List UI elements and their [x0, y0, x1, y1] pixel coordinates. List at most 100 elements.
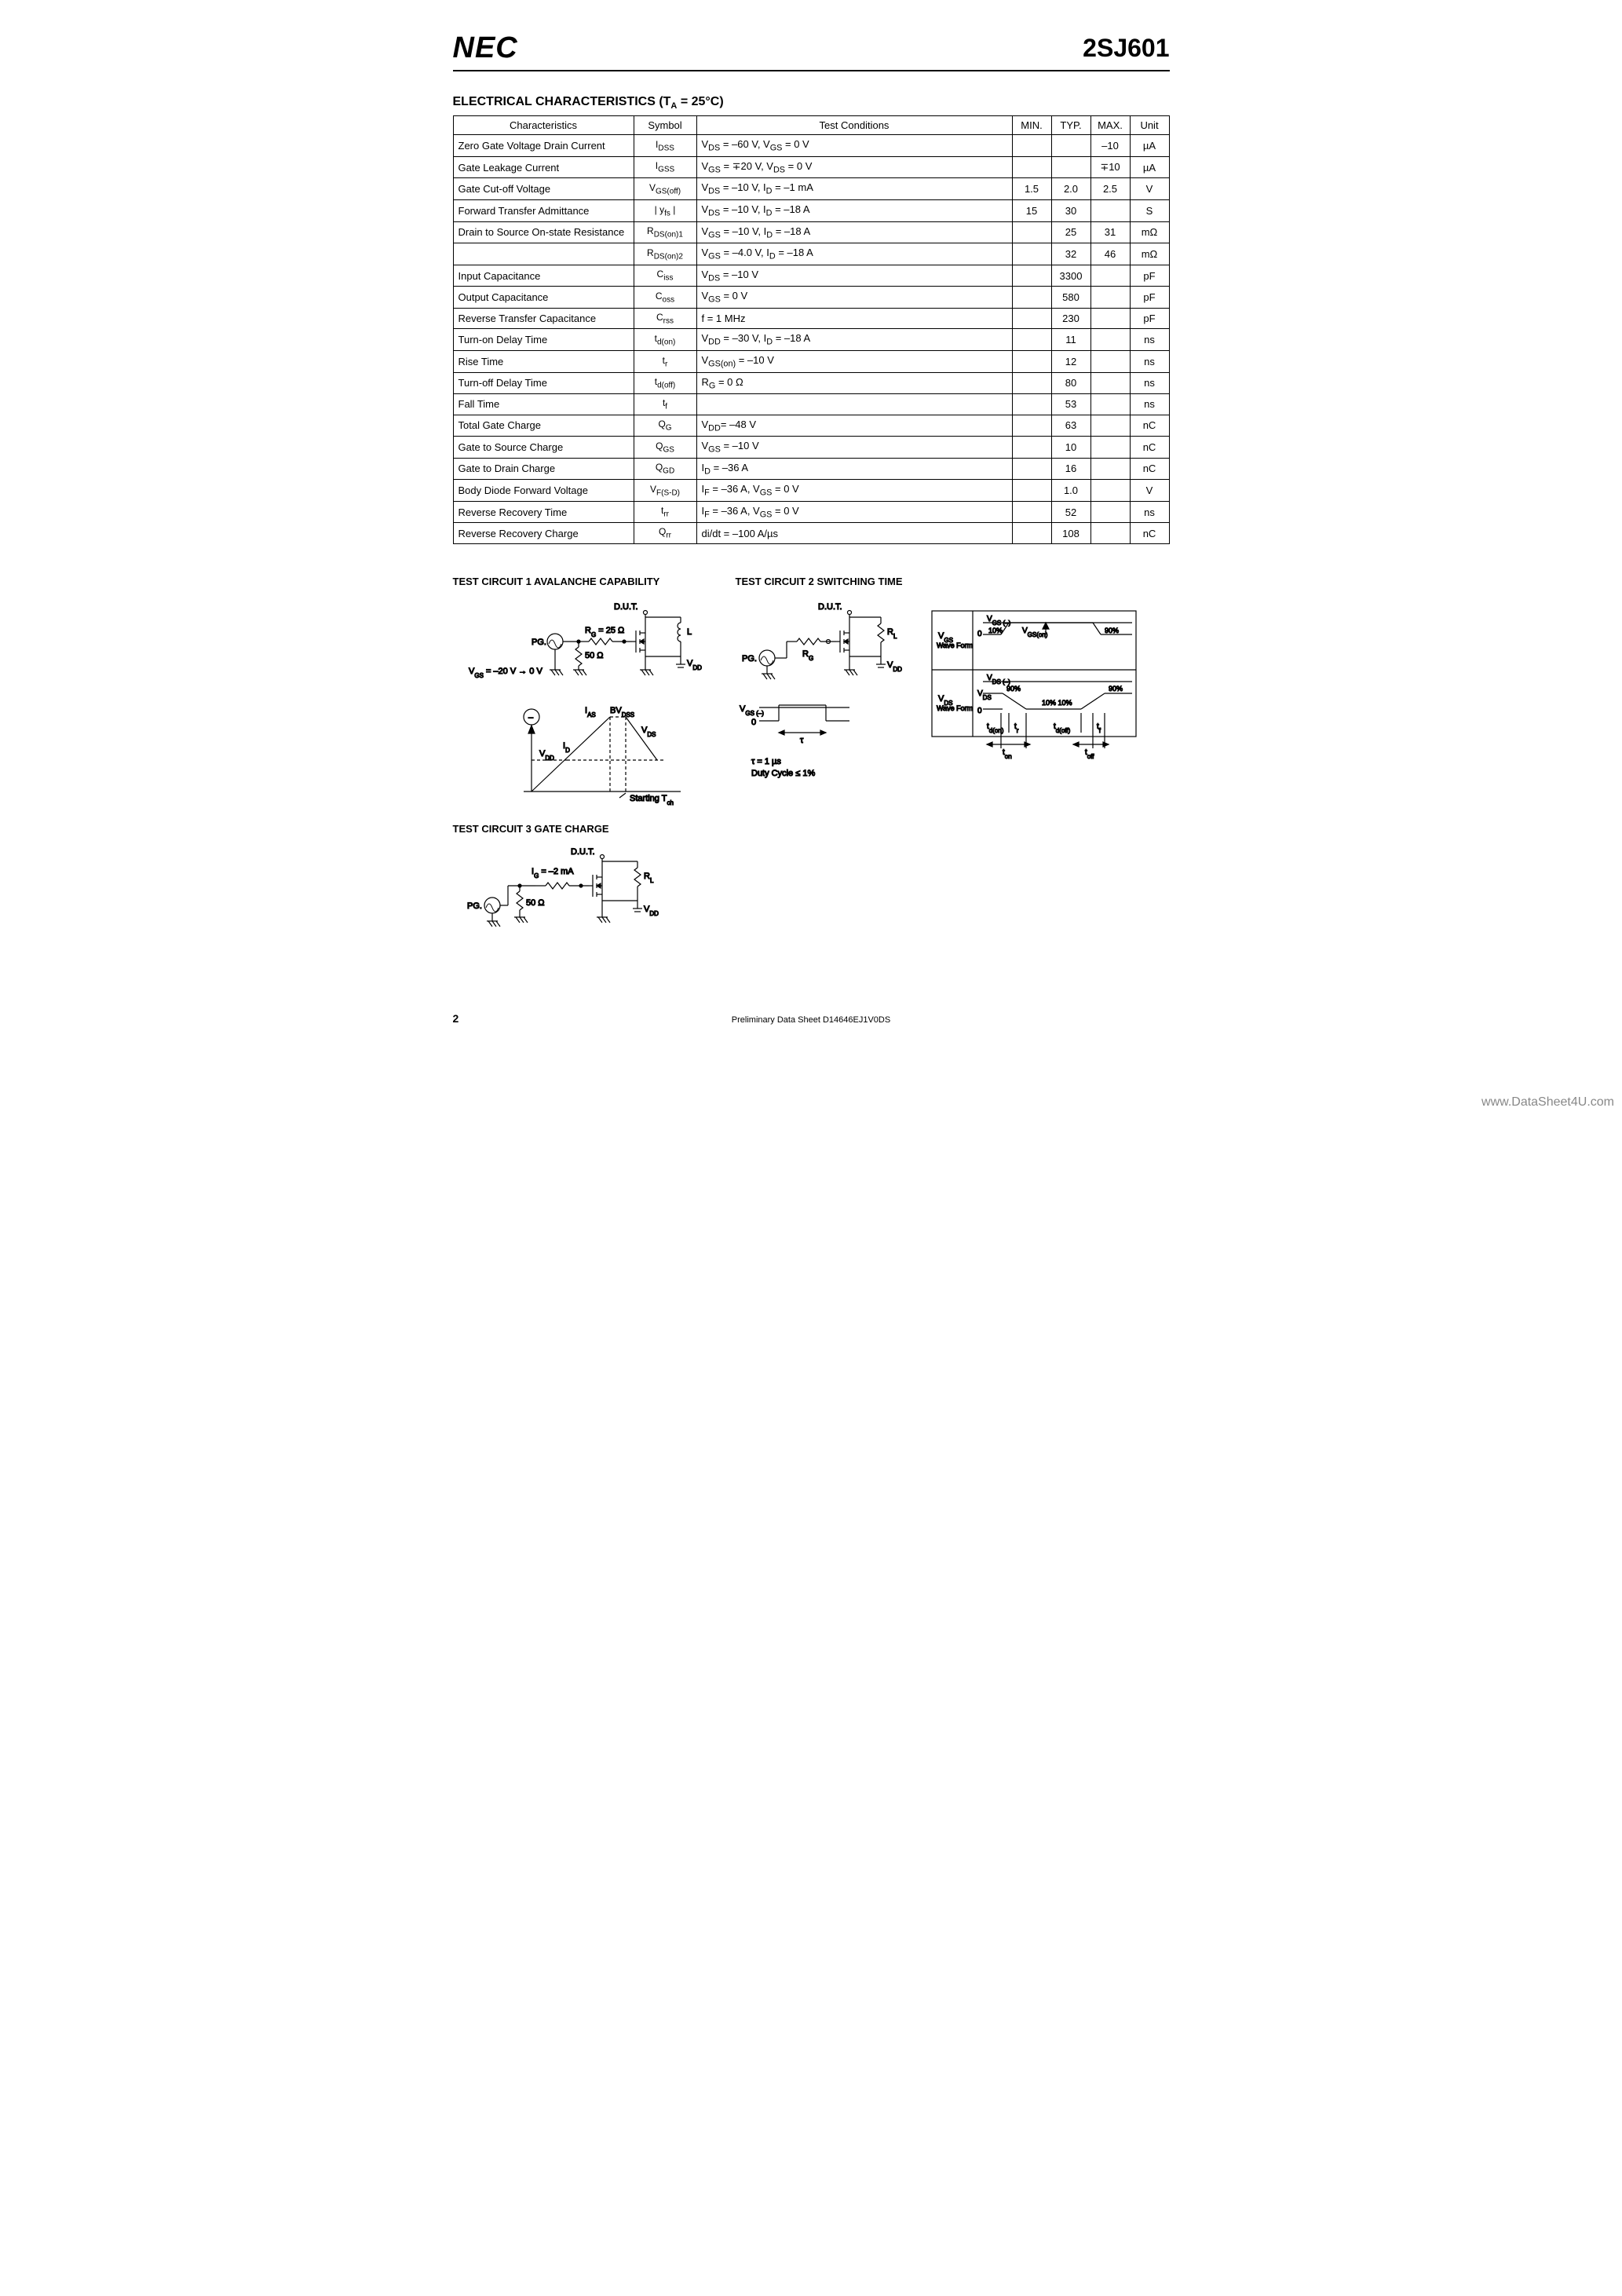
table-header-cell: Characteristics: [453, 116, 634, 135]
svg-text:τ: τ: [800, 736, 804, 745]
cell-characteristic: Forward Transfer Admittance: [453, 199, 634, 221]
cell-max: 31: [1090, 221, 1130, 243]
cell-characteristic: Turn-on Delay Time: [453, 329, 634, 351]
cell-characteristic: Reverse Recovery Time: [453, 501, 634, 523]
cell-typ: 53: [1051, 394, 1090, 415]
cell-characteristic: [453, 243, 634, 265]
cell-conditions: ID = –36 A: [696, 458, 1012, 480]
cell-symbol: td(on): [634, 329, 696, 351]
cell-unit: mΩ: [1130, 221, 1169, 243]
cell-typ: [1051, 135, 1090, 157]
cell-max: 2.5: [1090, 178, 1130, 200]
table-row: Reverse Recovery ChargeQrrdi/dt = –100 A…: [453, 523, 1169, 543]
circuit-2-svg: D.U.T.: [736, 595, 1144, 799]
cell-symbol: VGS(off): [634, 178, 696, 200]
cell-max: [1090, 350, 1130, 372]
cell-characteristic: Body Diode Forward Voltage: [453, 480, 634, 502]
cell-conditions: IF = –36 A, VGS = 0 V: [696, 501, 1012, 523]
table-header-cell: Unit: [1130, 116, 1169, 135]
svg-text:Starting Tch: Starting Tch: [630, 794, 674, 806]
cell-unit: ns: [1130, 350, 1169, 372]
svg-text:td(off): td(off): [1054, 722, 1071, 734]
svg-text:tf: tf: [1097, 722, 1101, 734]
cell-symbol: tr: [634, 350, 696, 372]
cell-symbol: Coss: [634, 287, 696, 309]
table-row: Turn-on Delay Timetd(on)VDD = –30 V, ID …: [453, 329, 1169, 351]
svg-text:50 Ω: 50 Ω: [585, 651, 604, 660]
cell-characteristic: Turn-off Delay Time: [453, 372, 634, 394]
cell-conditions: VGS = 0 V: [696, 287, 1012, 309]
cell-conditions: VGS = –4.0 V, ID = –18 A: [696, 243, 1012, 265]
cell-conditions: IF = –36 A, VGS = 0 V: [696, 480, 1012, 502]
table-header-cell: MIN.: [1012, 116, 1051, 135]
svg-text:tr: tr: [1014, 722, 1019, 734]
cell-max: [1090, 523, 1130, 543]
cell-characteristic: Rise Time: [453, 350, 634, 372]
cell-unit: µA: [1130, 156, 1169, 178]
cell-unit: pF: [1130, 287, 1169, 309]
svg-text:RG: RG: [802, 649, 813, 662]
cell-min: [1012, 437, 1051, 459]
cell-typ: [1051, 156, 1090, 178]
svg-text:D.U.T.: D.U.T.: [818, 602, 842, 612]
cell-unit: nC: [1130, 523, 1169, 543]
table-row: Zero Gate Voltage Drain CurrentIDSSVDS =…: [453, 135, 1169, 157]
cell-unit: V: [1130, 178, 1169, 200]
circuit-2-title: TEST CIRCUIT 2 SWITCHING TIME: [736, 576, 1144, 587]
svg-text:0: 0: [977, 630, 982, 638]
cell-min: [1012, 156, 1051, 178]
svg-text:90%: 90%: [1109, 685, 1123, 693]
table-row: Gate Cut-off VoltageVGS(off)VDS = –10 V,…: [453, 178, 1169, 200]
cell-typ: 25: [1051, 221, 1090, 243]
cell-symbol: | yfs |: [634, 199, 696, 221]
table-body: Zero Gate Voltage Drain CurrentIDSSVDS =…: [453, 135, 1169, 544]
svg-text:toff: toff: [1085, 748, 1094, 760]
cell-max: [1090, 329, 1130, 351]
table-header-cell: Test Conditions: [696, 116, 1012, 135]
svg-text:BVDSS: BVDSS: [610, 706, 634, 718]
table-row: Reverse Recovery TimetrrIF = –36 A, VGS …: [453, 501, 1169, 523]
cell-conditions: VGS = ∓20 V, VDS = 0 V: [696, 156, 1012, 178]
cell-unit: µA: [1130, 135, 1169, 157]
cell-max: [1090, 308, 1130, 328]
table-row: Total Gate ChargeQGVDD= –48 V63nC: [453, 415, 1169, 437]
part-number: 2SJ601: [1083, 34, 1169, 63]
svg-text:PG.: PG.: [742, 654, 757, 664]
cell-max: [1090, 287, 1130, 309]
cell-typ: 1.0: [1051, 480, 1090, 502]
cell-unit: V: [1130, 480, 1169, 502]
page-number: 2: [453, 1012, 459, 1025]
cell-conditions: VDS = –10 V, ID = –1 mA: [696, 178, 1012, 200]
cell-typ: 30: [1051, 199, 1090, 221]
cell-characteristic: Zero Gate Voltage Drain Current: [453, 135, 634, 157]
table-row: Reverse Transfer CapacitanceCrssf = 1 MH…: [453, 308, 1169, 328]
cell-symbol: VF(S-D): [634, 480, 696, 502]
cell-min: 15: [1012, 199, 1051, 221]
cell-conditions: VDD= –48 V: [696, 415, 1012, 437]
cell-typ: 2.0: [1051, 178, 1090, 200]
svg-text:10% 10%: 10% 10%: [1042, 699, 1072, 707]
svg-text:PG.: PG.: [532, 638, 546, 647]
cell-min: [1012, 350, 1051, 372]
cell-min: [1012, 523, 1051, 543]
table-row: Turn-off Delay Timetd(off)RG = 0 Ω80ns: [453, 372, 1169, 394]
cell-min: [1012, 480, 1051, 502]
cell-symbol: RDS(on)2: [634, 243, 696, 265]
cell-max: [1090, 415, 1130, 437]
svg-text:VDD: VDD: [539, 749, 554, 762]
cell-symbol: RDS(on)1: [634, 221, 696, 243]
table-row: Gate to Source ChargeQGSVGS = –10 V10nC: [453, 437, 1169, 459]
header-bar: NEC 2SJ601: [453, 31, 1170, 71]
svg-text:Wave Form: Wave Form: [937, 642, 973, 649]
cell-symbol: td(off): [634, 372, 696, 394]
cell-conditions: [696, 394, 1012, 415]
cell-min: [1012, 243, 1051, 265]
cell-max: ∓10: [1090, 156, 1130, 178]
cell-max: 46: [1090, 243, 1130, 265]
cell-conditions: VGS(on) = –10 V: [696, 350, 1012, 372]
cell-symbol: Qrr: [634, 523, 696, 543]
table-row: Rise TimetrVGS(on) = –10 V12ns: [453, 350, 1169, 372]
cell-min: [1012, 308, 1051, 328]
svg-text:RL: RL: [887, 627, 897, 640]
cell-unit: nC: [1130, 415, 1169, 437]
